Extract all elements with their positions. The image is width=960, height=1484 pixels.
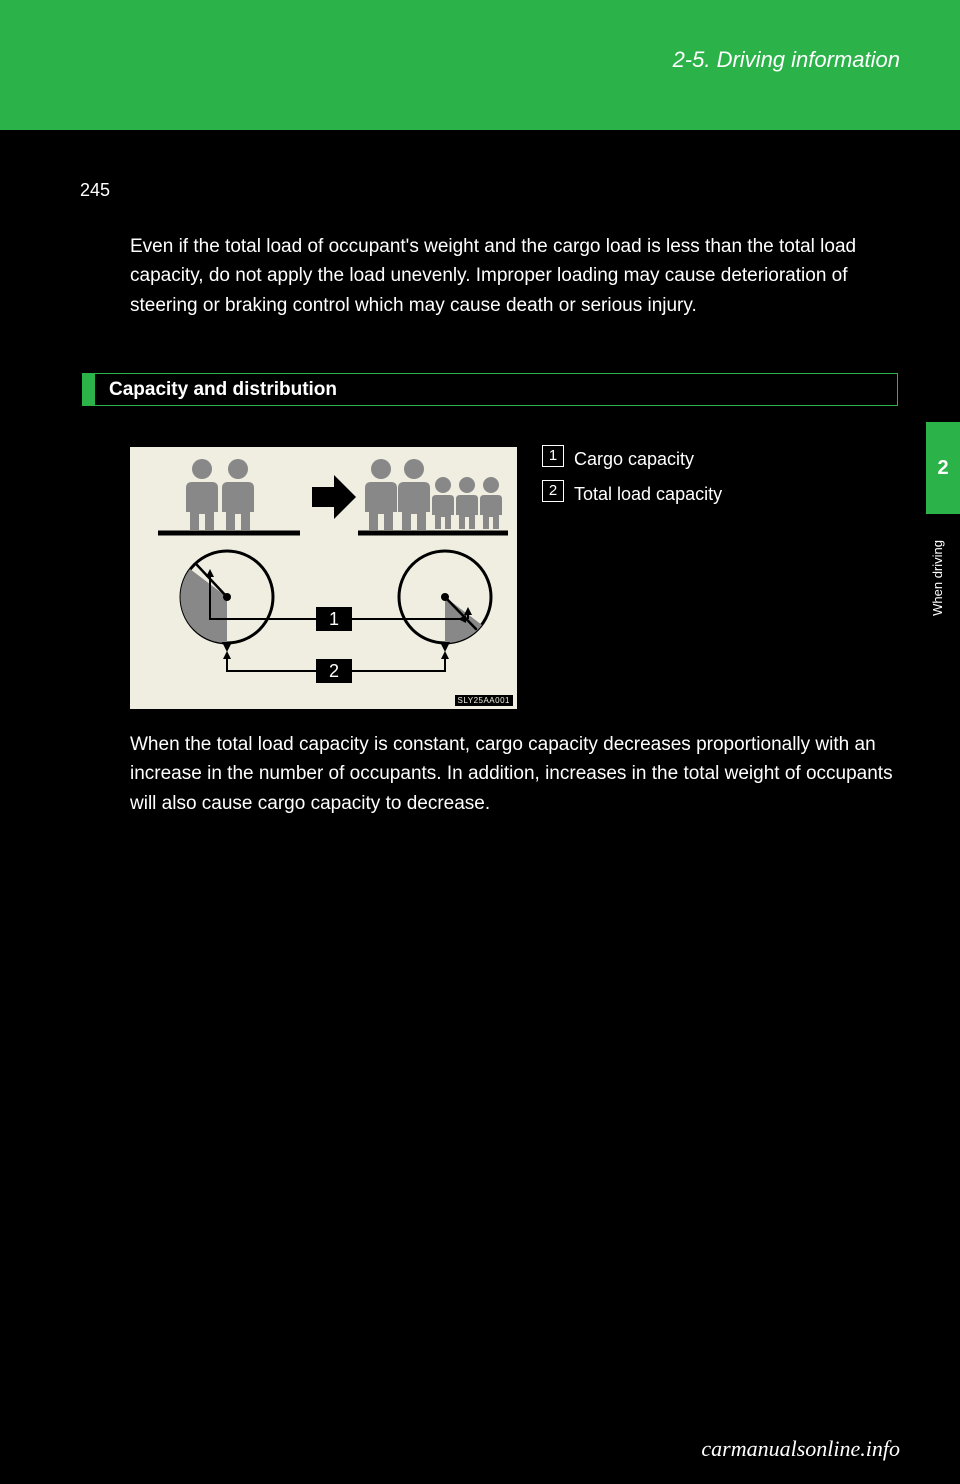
person-icon <box>222 459 254 530</box>
callout-2: 2 <box>223 651 449 683</box>
gauge-left <box>180 551 273 652</box>
person-child-icon <box>456 477 478 529</box>
capacity-figure-svg: 1 2 <box>130 447 517 709</box>
section-title-accent <box>83 374 95 405</box>
arrow-right-icon <box>312 475 356 519</box>
legend-text: Total load capacity <box>574 480 722 509</box>
section-tab-number: 2 <box>937 457 948 480</box>
section-tab-label: When driving <box>930 540 954 616</box>
legend-item: 2 Total load capacity <box>542 480 900 509</box>
person-icon <box>365 459 397 530</box>
person-child-icon <box>480 477 502 529</box>
legend-number-box: 1 <box>542 445 564 467</box>
figure-caption: SLY25AA001 <box>455 695 513 706</box>
callout-1: 1 <box>206 569 472 631</box>
person-icon <box>186 459 218 530</box>
gauge-right <box>399 551 491 652</box>
capacity-figure: 1 2 SLY25AA001 <box>130 447 517 709</box>
intro-paragraph: Even if the total load of occupant's wei… <box>130 232 870 320</box>
legend-number-box: 2 <box>542 480 564 502</box>
person-icon <box>398 459 430 530</box>
section-tab: 2 <box>926 422 960 514</box>
section-title: Capacity and distribution <box>109 379 337 401</box>
person-child-icon <box>432 477 454 529</box>
page-number: 245 <box>80 180 110 201</box>
breadcrumb: 2-5. Driving information <box>673 47 900 73</box>
callout-number-1: 1 <box>329 609 339 629</box>
section-title-bar: Capacity and distribution <box>82 373 898 406</box>
legend-text: Cargo capacity <box>574 445 694 474</box>
legend-item: 1 Cargo capacity <box>542 445 900 474</box>
watermark: carmanualsonline.info <box>701 1436 900 1462</box>
section-body: When the total load capacity is constant… <box>130 730 900 818</box>
callout-number-2: 2 <box>329 661 339 681</box>
figure-legend: 1 Cargo capacity 2 Total load capacity <box>542 445 900 515</box>
